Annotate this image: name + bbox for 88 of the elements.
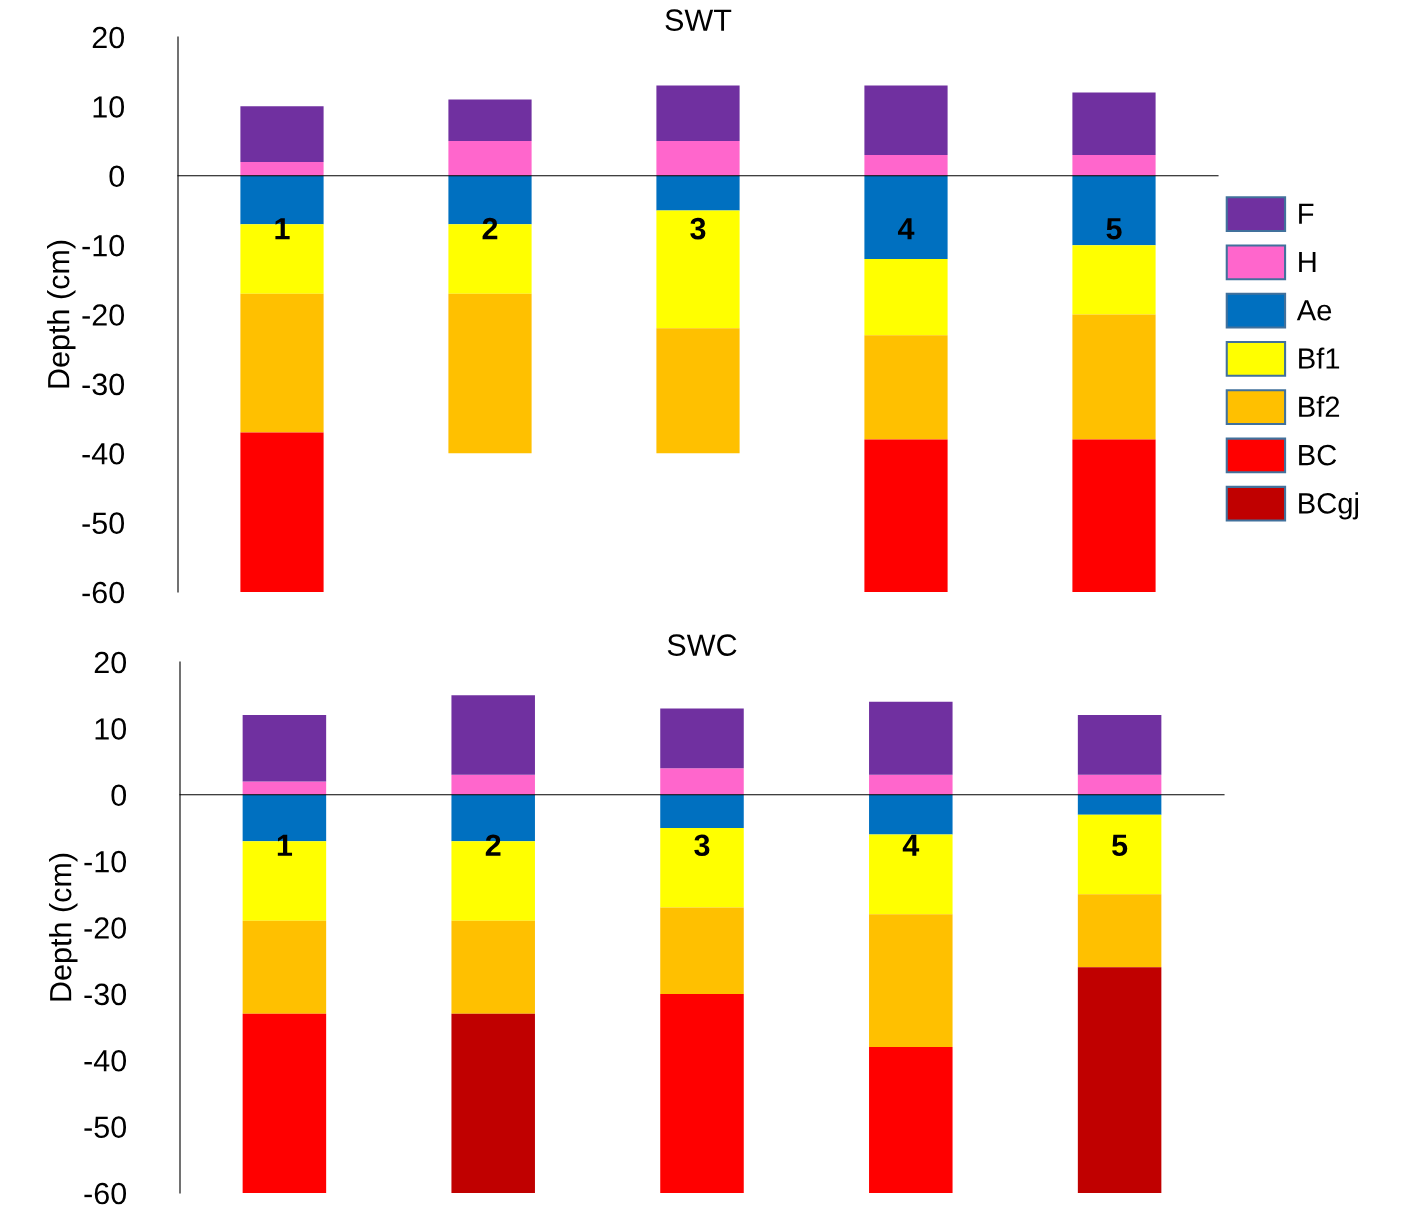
bar [242, 920, 327, 1014]
x-tick-label: 3 [694, 834, 710, 857]
x-tick-label: 1 [277, 834, 293, 856]
bar [660, 794, 744, 828]
bar [242, 715, 327, 782]
x-tick-label: 3 [690, 217, 706, 240]
bar [451, 920, 535, 1014]
x-tick-label: 1 [275, 218, 290, 240]
bar [242, 1013, 327, 1193]
bar [1072, 154, 1156, 176]
y-tick-label: -40 [84, 1049, 127, 1072]
bar [1077, 894, 1162, 968]
y-tick-label: 0 [111, 784, 127, 807]
bar [864, 154, 948, 176]
y-tick-label: -60 [82, 581, 125, 604]
bar [448, 293, 532, 454]
bar [660, 907, 744, 994]
bar [1077, 715, 1162, 775]
chart-title: SWT [665, 9, 732, 31]
y-tick-label: -50 [84, 1116, 127, 1138]
legend-label: Bf1 [1299, 347, 1340, 369]
bar [869, 794, 953, 835]
y-tick-label: -20 [84, 917, 127, 939]
x-tick-label: 5 [1112, 834, 1128, 857]
bar [1072, 439, 1156, 592]
bar [869, 701, 953, 775]
bar [660, 768, 744, 795]
y-tick-label: 10 [93, 96, 125, 118]
y-tick-label: -10 [84, 850, 127, 873]
chart-title: SWC [667, 634, 737, 656]
bar [242, 781, 327, 795]
bar [1077, 967, 1162, 1193]
bar [1077, 774, 1162, 795]
bar [864, 335, 948, 440]
y-tick-label: -20 [82, 304, 125, 326]
bar [660, 708, 744, 769]
bar [869, 1046, 953, 1193]
legend-label: F [1299, 203, 1314, 224]
legend-label: H [1299, 251, 1316, 273]
bar [864, 85, 948, 155]
y-tick-label: -10 [82, 234, 125, 257]
bar [448, 99, 532, 142]
legend-label: BC [1299, 444, 1337, 466]
bar [869, 834, 953, 915]
y-tick-label: 20 [92, 26, 125, 49]
bar [240, 161, 324, 176]
bar [656, 85, 740, 142]
x-tick-label: 2 [482, 217, 498, 240]
bar [1072, 314, 1156, 440]
bar [1072, 175, 1156, 246]
bar [864, 259, 948, 336]
x-tick-label: 4 [897, 218, 915, 240]
bar [660, 993, 744, 1193]
bar [240, 106, 324, 162]
bar [451, 695, 535, 775]
y-tick-label: -40 [82, 442, 125, 465]
y-tick-label: -30 [84, 983, 127, 1006]
x-tick-label: 5 [1106, 218, 1122, 240]
y-tick-label: -60 [84, 1182, 127, 1205]
y-tick-label: -30 [82, 373, 125, 396]
bar [869, 774, 953, 795]
bar [864, 175, 948, 259]
bar [240, 432, 324, 592]
bar [240, 293, 324, 433]
bar [1077, 814, 1162, 895]
bar [448, 141, 532, 176]
bar [656, 141, 740, 176]
bar [656, 210, 740, 329]
bar [869, 914, 953, 1047]
x-tick-label: 4 [902, 834, 920, 856]
legend-label: Bf2 [1299, 395, 1340, 417]
y-tick-label: 20 [94, 651, 127, 674]
y-tick-label: 0 [109, 165, 125, 188]
bar [1072, 245, 1156, 315]
y-tick-label: -50 [82, 512, 125, 534]
bar [1077, 794, 1162, 815]
bar [1072, 92, 1156, 155]
bar [656, 175, 740, 211]
bar [660, 827, 744, 908]
y-axis-title: Depth (cm) [49, 853, 78, 1001]
bar [656, 328, 740, 454]
bar [451, 1013, 535, 1193]
legend-label: BCgj [1299, 492, 1358, 520]
bar [451, 774, 535, 795]
legend-label: Ae [1296, 300, 1332, 321]
y-tick-label: 10 [95, 718, 127, 740]
bar [864, 439, 948, 592]
y-axis-title: Depth (cm) [47, 240, 76, 388]
